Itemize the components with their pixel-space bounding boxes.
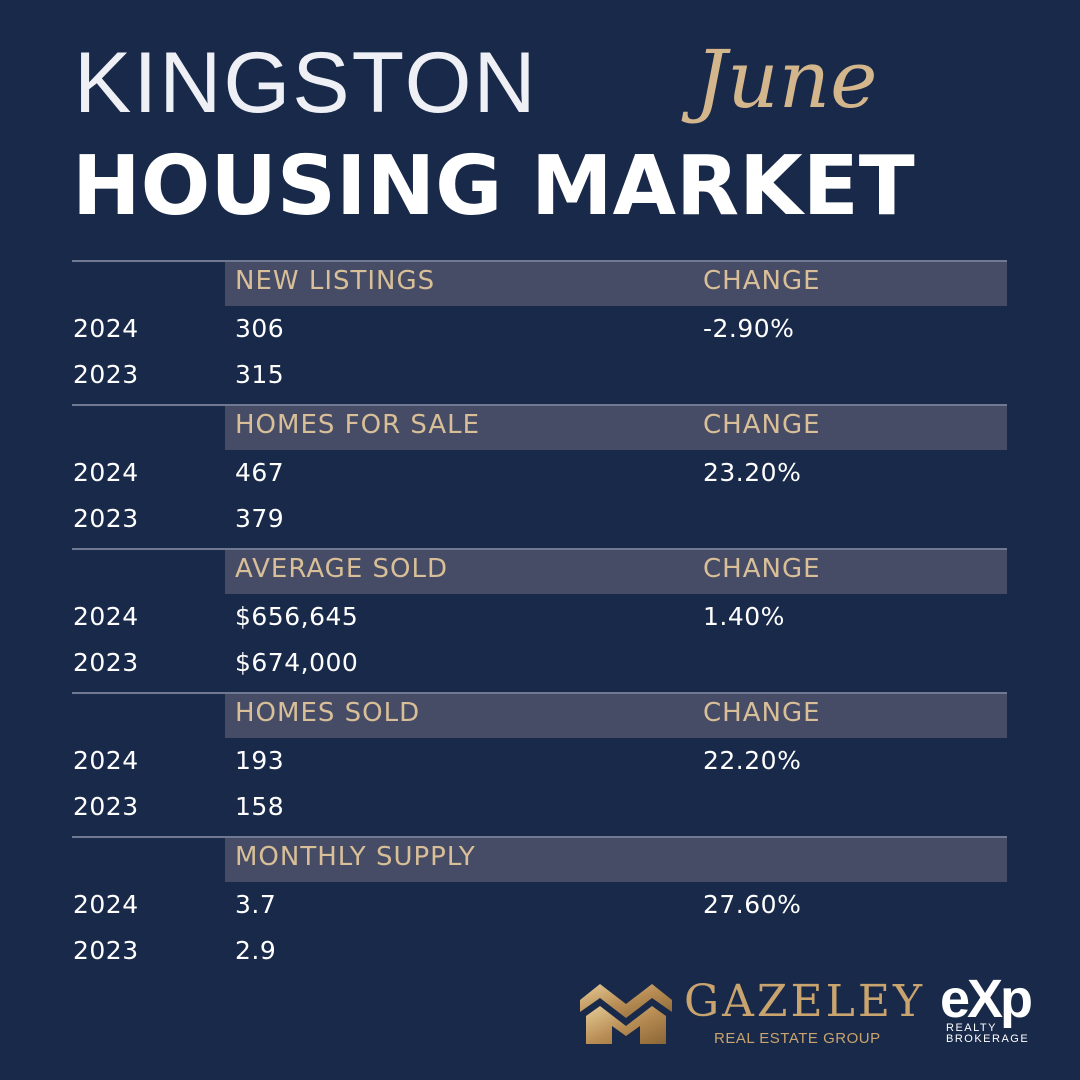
year-cell: 2024 bbox=[73, 746, 139, 775]
value-cell: 158 bbox=[235, 792, 285, 821]
section-monthly-supply: MONTHLY SUPPLY 2024 3.7 27.60% 2023 2.9 bbox=[72, 836, 1007, 974]
section-header-bar bbox=[225, 838, 1007, 882]
section-new-listings: NEW LISTINGS CHANGE 2024 306 -2.90% 2023… bbox=[72, 260, 1007, 398]
section-average-sold: AVERAGE SOLD CHANGE 2024 $656,645 1.40% … bbox=[72, 548, 1007, 686]
table-row: 2023 $674,000 bbox=[72, 640, 1007, 686]
gazeley-subtitle: REAL ESTATE GROUP bbox=[714, 1030, 881, 1047]
year-cell: 2023 bbox=[73, 360, 139, 389]
section-header: HOMES SOLD CHANGE bbox=[72, 692, 1007, 738]
table-row: 2023 379 bbox=[72, 496, 1007, 542]
value-cell: 315 bbox=[235, 360, 285, 389]
month-title: June bbox=[695, 33, 878, 126]
value-cell: 306 bbox=[235, 314, 285, 343]
section-header-bar bbox=[225, 550, 1007, 594]
value-cell: 467 bbox=[235, 458, 285, 487]
gazeley-logo: GAZELEY REAL ESTATE GROUP bbox=[578, 978, 922, 1048]
year-cell: 2023 bbox=[73, 504, 139, 533]
exp-line-realty: REALTY bbox=[946, 1022, 997, 1034]
section-label: HOMES SOLD bbox=[235, 698, 421, 728]
section-header-bar bbox=[225, 406, 1007, 450]
value-cell: $656,645 bbox=[235, 602, 359, 631]
value-cell: $674,000 bbox=[235, 648, 359, 677]
section-homes-sold: HOMES SOLD CHANGE 2024 193 22.20% 2023 1… bbox=[72, 692, 1007, 830]
section-header: HOMES FOR SALE CHANGE bbox=[72, 404, 1007, 450]
table-row: 2024 3.7 27.60% bbox=[72, 882, 1007, 928]
table-row: 2024 306 -2.90% bbox=[72, 306, 1007, 352]
change-label: CHANGE bbox=[703, 554, 821, 584]
table-row: 2023 2.9 bbox=[72, 928, 1007, 974]
change-cell: -2.90% bbox=[703, 314, 795, 343]
exp-line-brokerage: BROKERAGE bbox=[946, 1033, 1030, 1045]
value-cell: 3.7 bbox=[235, 890, 277, 919]
year-cell: 2024 bbox=[73, 314, 139, 343]
exp-mark: eXp bbox=[940, 969, 1033, 1029]
year-cell: 2024 bbox=[73, 890, 139, 919]
year-cell: 2024 bbox=[73, 458, 139, 487]
year-cell: 2023 bbox=[73, 936, 139, 965]
section-header-bar bbox=[225, 262, 1007, 306]
section-header: AVERAGE SOLD CHANGE bbox=[72, 548, 1007, 594]
change-label: CHANGE bbox=[703, 410, 821, 440]
section-header: NEW LISTINGS CHANGE bbox=[72, 260, 1007, 306]
section-header: MONTHLY SUPPLY bbox=[72, 836, 1007, 882]
table-row: 2023 158 bbox=[72, 784, 1007, 830]
section-label: HOMES FOR SALE bbox=[235, 410, 481, 440]
year-cell: 2023 bbox=[73, 792, 139, 821]
section-homes-for-sale: HOMES FOR SALE CHANGE 2024 467 23.20% 20… bbox=[72, 404, 1007, 542]
table-row: 2023 315 bbox=[72, 352, 1007, 398]
year-cell: 2024 bbox=[73, 602, 139, 631]
section-label: AVERAGE SOLD bbox=[235, 554, 448, 584]
change-label: CHANGE bbox=[703, 266, 821, 296]
change-cell: 23.20% bbox=[703, 458, 802, 487]
value-cell: 193 bbox=[235, 746, 285, 775]
table-row: 2024 $656,645 1.40% bbox=[72, 594, 1007, 640]
change-cell: 22.20% bbox=[703, 746, 802, 775]
section-header-bar bbox=[225, 694, 1007, 738]
year-cell: 2023 bbox=[73, 648, 139, 677]
section-label: NEW LISTINGS bbox=[235, 266, 436, 296]
section-label: MONTHLY SUPPLY bbox=[235, 842, 476, 872]
table-row: 2024 193 22.20% bbox=[72, 738, 1007, 784]
gazeley-name: GAZELEY bbox=[684, 976, 925, 1027]
page-title: HOUSING MARKET bbox=[72, 139, 915, 234]
city-title: KINGSTON bbox=[74, 35, 538, 131]
value-cell: 379 bbox=[235, 504, 285, 533]
change-cell: 27.60% bbox=[703, 890, 802, 919]
change-cell: 1.40% bbox=[703, 602, 785, 631]
house-logo-icon bbox=[580, 984, 672, 1044]
change-label: CHANGE bbox=[703, 698, 821, 728]
table-row: 2024 467 23.20% bbox=[72, 450, 1007, 496]
value-cell: 2.9 bbox=[235, 936, 277, 965]
exp-logo: eXp REALTY BROKERAGE bbox=[940, 972, 1050, 1048]
exp-subtitle: REALTY BROKERAGE bbox=[946, 1023, 1029, 1045]
